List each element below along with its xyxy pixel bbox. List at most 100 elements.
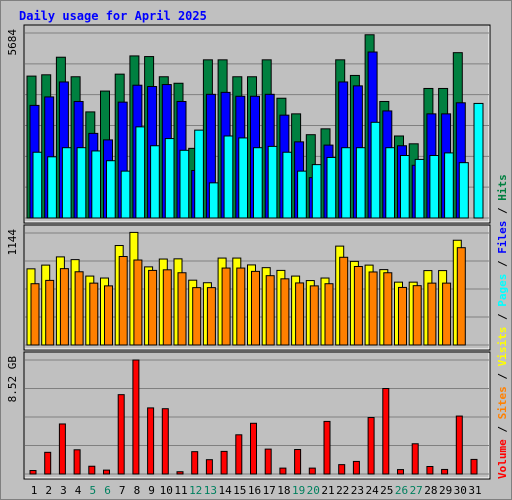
panel-volume-max-label: 8.52 GB — [6, 356, 19, 403]
bar-sites-day-10 — [162, 269, 172, 346]
bar-sites-day-15 — [236, 267, 246, 346]
legend-separator: / — [496, 419, 509, 439]
day-label-29: 29 — [439, 484, 452, 497]
day-label-12: 12 — [189, 484, 202, 497]
bar-sites-day-19 — [295, 282, 305, 346]
bar-volume-day-28 — [426, 466, 434, 475]
bar-volume-day-15 — [235, 434, 243, 475]
bar-sites-day-17 — [265, 275, 275, 346]
bar-sites-day-5 — [89, 282, 99, 346]
bar-pages-day-11 — [179, 149, 190, 219]
bar-sites-day-25 — [383, 272, 393, 346]
day-label-27: 27 — [410, 484, 423, 497]
bar-pages-day-8 — [135, 126, 146, 219]
bar-volume-day-26 — [397, 469, 404, 475]
bar-sites-day-28 — [427, 282, 437, 346]
bar-pages-day-18 — [282, 151, 293, 219]
bar-sites-day-1 — [30, 283, 40, 346]
bar-pages-day-24 — [370, 121, 381, 219]
bar-volume-day-14 — [220, 450, 228, 475]
panel-visits_sites-max-label: 1144 — [6, 229, 19, 256]
bar-pages-day-14 — [223, 135, 234, 219]
day-label-26: 26 — [395, 484, 408, 497]
day-label-1: 1 — [31, 484, 38, 497]
bar-volume-day-31 — [470, 458, 478, 475]
bar-pages-day-23 — [355, 147, 366, 219]
bar-pages-day-10 — [164, 138, 175, 219]
day-label-7: 7 — [119, 484, 126, 497]
bar-pages-day-9 — [150, 145, 161, 219]
bar-pages-day-21 — [326, 156, 337, 219]
bar-sites-day-11 — [177, 272, 187, 346]
bar-pages-day-27 — [414, 158, 425, 219]
day-label-4: 4 — [75, 484, 82, 497]
chart-title: Daily usage for April 2025 — [19, 9, 207, 23]
bar-volume-day-17 — [264, 448, 272, 475]
bar-volume-day-20 — [308, 467, 316, 475]
bar-volume-day-22 — [338, 464, 346, 475]
bar-sites-day-3 — [59, 268, 69, 346]
legend-visits: Visits — [496, 327, 509, 367]
bar-volume-day-24 — [367, 417, 375, 475]
bar-pages-day-17 — [267, 145, 278, 219]
day-label-11: 11 — [174, 484, 187, 497]
day-label-6: 6 — [104, 484, 111, 497]
day-label-16: 16 — [248, 484, 261, 497]
legend-separator: / — [496, 366, 509, 386]
bar-sites-day-18 — [280, 278, 290, 346]
legend-volume: Volume — [496, 439, 509, 479]
bar-pages-day-7 — [120, 170, 131, 219]
day-label-15: 15 — [233, 484, 246, 497]
bar-volume-day-19 — [294, 449, 302, 475]
bar-pages-day-6 — [106, 160, 116, 219]
bar-volume-day-1 — [29, 470, 37, 475]
bar-pages-day-12 — [194, 129, 205, 219]
bar-pages-day-16 — [253, 147, 263, 219]
legend-separator: / — [496, 307, 509, 327]
day-label-10: 10 — [160, 484, 173, 497]
day-label-20: 20 — [307, 484, 320, 497]
bar-sites-day-24 — [368, 271, 378, 346]
bar-volume-day-21 — [323, 420, 331, 475]
bar-pages-day-15 — [238, 137, 249, 219]
panel-hits_files_pages-max-label: 5684 — [6, 29, 19, 56]
day-label-5: 5 — [89, 484, 96, 497]
day-label-2: 2 — [45, 484, 52, 497]
bar-sites-day-30 — [456, 247, 466, 346]
bar-sites-day-27 — [412, 285, 422, 346]
bar-pages-day-2 — [47, 156, 58, 219]
right-legend: Volume / Sites / Visits / Pages / Files … — [496, 174, 509, 479]
day-label-24: 24 — [365, 484, 379, 497]
bar-pages-day-19 — [297, 170, 308, 219]
bar-sites-day-20 — [309, 285, 319, 346]
bar-sites-day-6 — [104, 285, 113, 346]
bar-sites-day-7 — [118, 255, 128, 346]
bar-pages-day-13 — [208, 182, 219, 219]
day-label-9: 9 — [148, 484, 155, 497]
legend-separator: / — [496, 254, 509, 274]
bar-volume-day-23 — [352, 460, 360, 475]
bar-pages-day-1 — [32, 151, 43, 219]
bar-volume-day-30 — [455, 415, 463, 475]
bar-sites-day-26 — [398, 286, 407, 346]
day-label-17: 17 — [263, 484, 276, 497]
bar-volume-day-27 — [411, 443, 419, 475]
bar-sites-day-29 — [442, 282, 452, 346]
day-label-31: 31 — [468, 484, 481, 497]
bar-sites-day-22 — [339, 256, 349, 346]
bar-pages-day-22 — [341, 147, 352, 219]
bar-pages-day-28 — [429, 155, 440, 219]
bar-sites-day-21 — [324, 283, 334, 346]
bar-sites-day-9 — [148, 269, 158, 346]
day-label-8: 8 — [134, 484, 141, 497]
bar-pages-day-26 — [400, 155, 410, 219]
day-label-23: 23 — [351, 484, 364, 497]
bar-volume-day-3 — [58, 423, 66, 475]
bar-volume-day-6 — [103, 469, 110, 475]
day-label-19: 19 — [292, 484, 305, 497]
bar-volume-day-4 — [73, 449, 81, 475]
bar-sites-day-13 — [206, 287, 216, 346]
day-label-21: 21 — [321, 484, 334, 497]
bar-pages-day-30 — [458, 162, 469, 219]
bar-volume-day-25 — [382, 388, 390, 475]
